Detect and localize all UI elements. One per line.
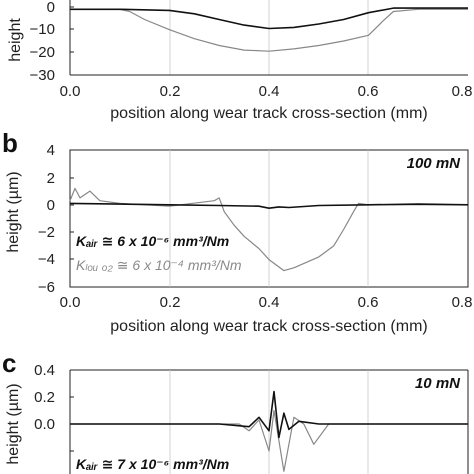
panel-c-series-line (70, 409, 468, 472)
panel-b: b 4 2 0 −2 −4 −6 height (µm) 0.0 0.2 0.4… (2, 128, 472, 335)
panel-a-series-line (70, 7, 468, 30)
panel-c-series (70, 390, 468, 472)
panel-b-xtick: 0.6 (358, 294, 379, 311)
panel-c-ytick: 0.0 (34, 416, 55, 433)
panel-c-load-label: 10 mN (415, 375, 461, 392)
panel-b-series-line (69, 202, 469, 209)
panel-a-xtick: 0.6 (358, 83, 379, 100)
panel-b-load-label: 100 mN (407, 155, 462, 172)
panel-c-k-air: Kₐᵢᵣ ≅ 7 x 10⁻⁶ mm³/Nm (76, 456, 229, 472)
panel-a-xtick: 0.8 (452, 83, 473, 100)
panel-b-ytick: −2 (38, 224, 55, 241)
panel-b-y-label: height (µm) (5, 171, 22, 252)
panel-a-series-line (70, 8, 468, 52)
panel-c-grid (169, 370, 369, 474)
panel-b-letter: b (2, 128, 18, 158)
panel-a-xtick: 0.0 (60, 83, 81, 100)
panel-b-ytick: 2 (47, 170, 55, 187)
panel-b-grid (169, 150, 369, 287)
panel-c-y-label: height (µm) (5, 383, 22, 464)
panel-c-ytick: 0.2 (34, 389, 55, 406)
panel-c: c 0.4 0.2 0.0 height (µm) 10 mN Kₐᵢᵣ ≅ 7… (2, 348, 469, 474)
panel-c-letter: c (2, 348, 16, 378)
panel-a-y-label: height (7, 18, 24, 62)
panel-a-ytick: 0 (47, 0, 55, 16)
panel-b-xtick: 0.8 (452, 294, 473, 311)
panel-b-x-label: position along wear track cross-section … (110, 318, 427, 335)
panel-b-xtick: 0.4 (259, 294, 280, 311)
panel-a-ytick: −30 (30, 67, 55, 84)
panel-a-series (70, 7, 468, 52)
panel-a-xtick: 0.4 (259, 83, 280, 100)
panel-b-xtick: 0.0 (60, 294, 81, 311)
panel-b-ytick: −6 (38, 279, 55, 296)
panel-c-series-line (70, 390, 468, 439)
panel-b-series (69, 187, 469, 272)
panel-a-grid (169, 0, 369, 75)
panel-b-k-air: Kₐᵢᵣ ≅ 6 x 10⁻⁶ mm³/Nm (76, 233, 229, 249)
panel-c-ytick: 0.4 (34, 362, 55, 379)
panel-b-k-low-o2: Kₗₒᵤ ₒ₂ ≅ 6 x 10⁻⁴ mm³/Nm (76, 257, 242, 273)
panel-a-xtick: 0.2 (160, 83, 181, 100)
panel-a-ytick: −20 (30, 44, 55, 61)
panel-a-x-label: position along wear track cross-section … (110, 105, 427, 122)
panel-b-ytick: 0 (47, 197, 55, 214)
panel-b-ytick: −4 (38, 251, 55, 268)
panel-b-xtick: 0.2 (160, 294, 181, 311)
panel-b-ytick: 4 (47, 142, 55, 159)
panel-a-ytick: −10 (30, 21, 55, 38)
panel-a: 0 −10 −20 −30 height 0.0 0.2 0.4 0.6 0.8… (7, 0, 472, 122)
panel-b-series-line (69, 187, 468, 272)
